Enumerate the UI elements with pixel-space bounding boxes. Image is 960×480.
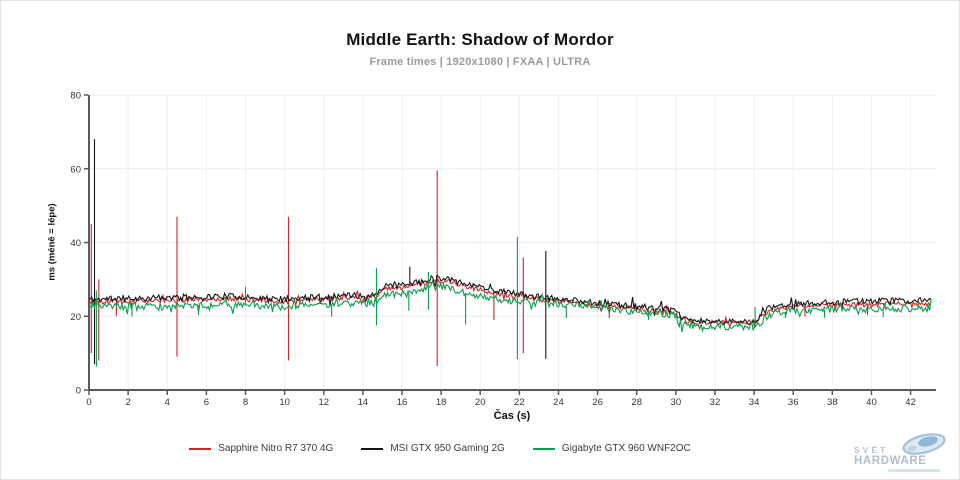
y-tick-label: 80 [70,91,81,102]
series-line-r7-370 [88,170,932,366]
x-tick-label: 14 [358,397,369,408]
series-line-gtx-960 [88,237,932,367]
x-tick-label: 20 [475,397,486,408]
x-tick-label: 32 [710,397,721,408]
legend-label-gtx-950: MSI GTX 950 Gaming 2G [390,443,505,454]
x-tick-label: 36 [788,397,799,408]
legend-swatch-gtx-960 [532,447,555,450]
x-tick-label: 12 [318,397,329,408]
logo-text-hardware: HARDWARE [854,455,927,467]
legend-item-r7-370: Sapphire Nitro R7 370 4G [189,443,333,454]
logo-swoosh-icon [902,433,946,455]
x-tick-label: 42 [905,397,916,408]
x-tick-label: 8 [243,397,248,408]
legend-item-gtx-960: Gigabyte GTX 960 WNF2OC [532,443,691,454]
x-tick-label: 4 [165,397,170,408]
svethardware-logo: SVĚT HARDWARE [854,433,948,472]
series-line-gtx-950 [88,139,932,365]
y-tick-label: 60 [70,164,81,175]
chart-title: Middle Earth: Shadow of Mordor [346,30,614,49]
x-tick-label: 2 [125,397,130,408]
tick-labels: 0 2 4 6 8 10 12 14 16 18 20 22 24 26 28 30 32 34 36 38 40 420… [70,91,915,409]
x-tick-label: 18 [436,397,447,408]
gridlines [89,94,936,390]
x-tick-label: 38 [827,397,838,408]
x-tick-label: 24 [553,397,564,408]
x-tick-label: 22 [514,397,525,408]
legend-label-gtx-960: Gigabyte GTX 960 WNF2OC [561,443,691,454]
y-tick-label: 20 [70,312,81,323]
x-tick-label: 10 [279,397,290,408]
legend-label-r7-370: Sapphire Nitro R7 370 4G [218,443,334,454]
y-tick-label: 40 [70,238,81,249]
x-tick-label: 28 [631,397,642,408]
x-tick-label: 40 [866,397,877,408]
y-axis-label: ms (méně = lépe) [46,203,58,281]
x-tick-label: 26 [592,397,603,408]
x-axis-label: Čas (s) [493,410,531,422]
y-tick-label: 0 [76,386,81,397]
logo-text-svet: SVĚT [854,445,889,455]
logo-tagline [888,469,940,472]
legend-item-gtx-950: MSI GTX 950 Gaming 2G [361,443,505,454]
legend-swatch-gtx-950 [361,447,384,450]
legend-swatch-r7-370 [189,447,212,450]
x-tick-label: 34 [749,397,760,408]
x-tick-label: 30 [671,397,682,408]
x-tick-label: 0 [86,397,91,408]
x-tick-label: 16 [397,397,408,408]
chart-subtitle: Frame times | 1920x1080 | FXAA | ULTRA [369,56,591,68]
legend: Sapphire Nitro R7 370 4G MSI GTX 950 Gami… [0,443,880,454]
x-tick-label: 6 [204,397,209,408]
